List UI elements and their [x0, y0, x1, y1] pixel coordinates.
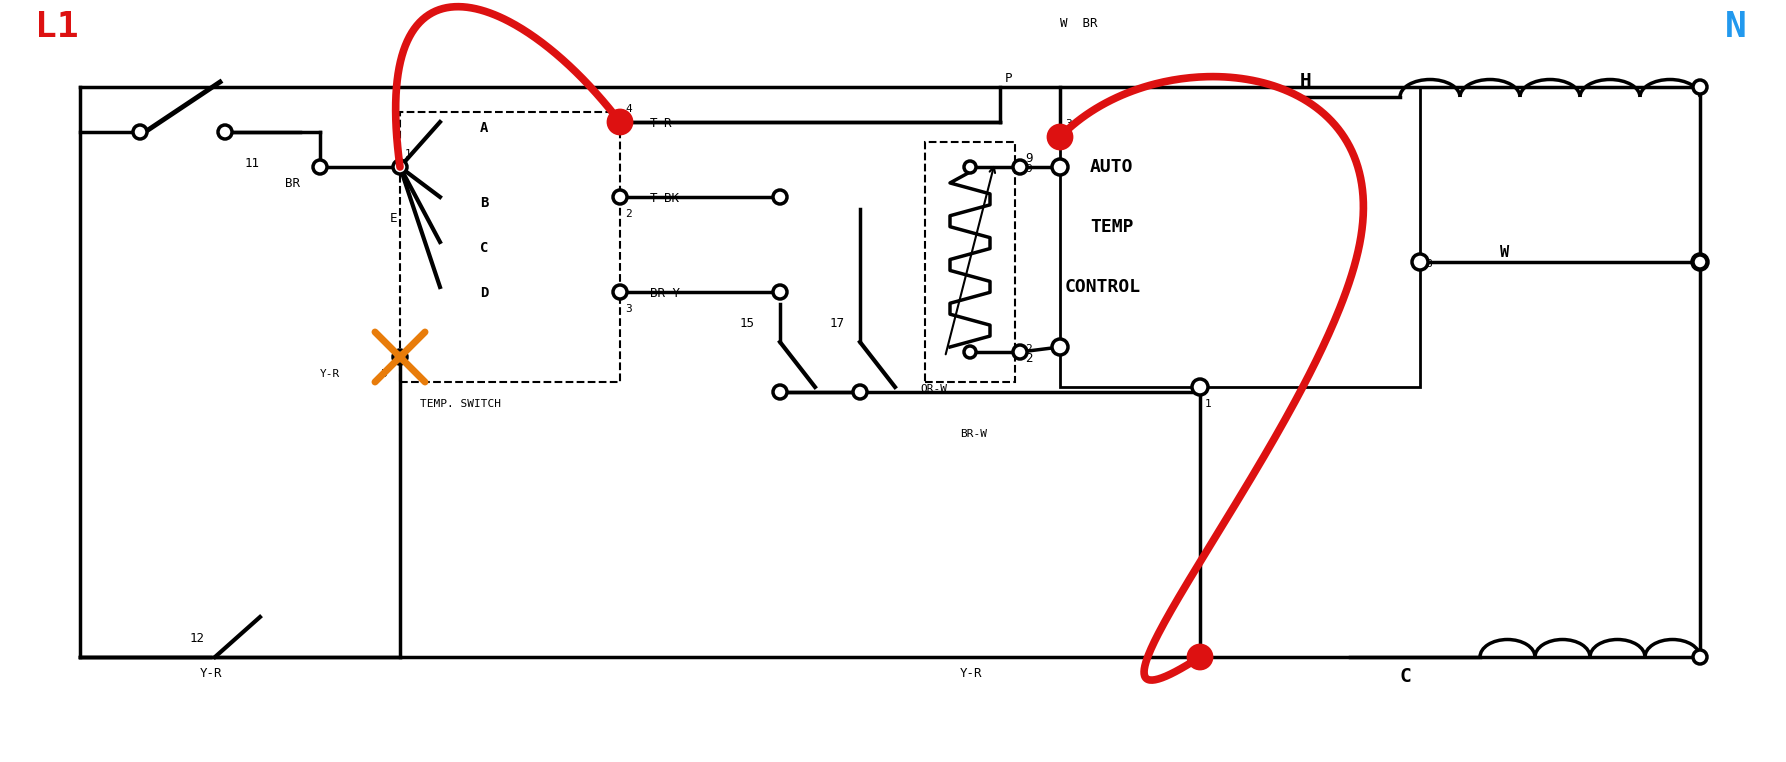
Text: E: E [389, 212, 398, 225]
Circle shape [964, 161, 975, 173]
Circle shape [1052, 129, 1068, 145]
Circle shape [132, 125, 146, 139]
Text: 2: 2 [1025, 344, 1032, 354]
Circle shape [773, 285, 788, 299]
Text: W  BR: W BR [1061, 17, 1098, 30]
Circle shape [964, 346, 975, 358]
Circle shape [313, 160, 327, 174]
Circle shape [1013, 345, 1027, 359]
Text: AUTO: AUTO [1089, 158, 1134, 176]
Text: W: W [1500, 245, 1509, 260]
Text: OR-W: OR-W [920, 384, 947, 394]
Circle shape [607, 110, 632, 134]
Text: T-BK: T-BK [650, 192, 680, 205]
Text: 17: 17 [830, 317, 845, 330]
Text: TEMP: TEMP [1089, 218, 1134, 236]
Text: T-R: T-R [650, 117, 673, 130]
Text: 3: 3 [1064, 119, 1072, 129]
Circle shape [1693, 80, 1707, 94]
Circle shape [1048, 125, 1072, 149]
Text: 5: 5 [380, 369, 388, 379]
Circle shape [1052, 339, 1068, 355]
Text: 15: 15 [739, 317, 755, 330]
Circle shape [393, 160, 407, 174]
Text: D: D [480, 286, 488, 300]
Text: 11: 11 [245, 157, 261, 170]
Text: B: B [480, 196, 488, 210]
Text: CONTROL: CONTROL [1064, 278, 1141, 296]
Circle shape [854, 385, 866, 399]
Circle shape [613, 190, 627, 204]
Text: C: C [480, 241, 488, 255]
Circle shape [1013, 160, 1027, 174]
Text: 1: 1 [1206, 399, 1211, 409]
Text: BR-W: BR-W [961, 429, 988, 439]
Circle shape [773, 385, 788, 399]
Circle shape [1193, 650, 1207, 664]
Text: N: N [1725, 10, 1747, 44]
Text: 3: 3 [625, 304, 632, 314]
Circle shape [1052, 159, 1068, 175]
Text: 4: 4 [625, 104, 632, 114]
Text: 2: 2 [625, 209, 632, 219]
Circle shape [773, 190, 788, 204]
Circle shape [613, 115, 627, 129]
Text: H: H [1300, 72, 1311, 91]
Text: BR: BR [286, 177, 300, 190]
Circle shape [1191, 379, 1207, 395]
Text: Y-R: Y-R [961, 667, 982, 680]
Text: P: P [1006, 72, 1013, 85]
Text: 2: 2 [1025, 352, 1032, 365]
Text: Y-R: Y-R [200, 667, 223, 680]
Text: 9: 9 [1025, 152, 1032, 165]
Text: L1: L1 [36, 10, 79, 44]
Text: 1: 1 [405, 149, 413, 159]
Text: 12: 12 [189, 632, 205, 645]
Text: TEMP. SWITCH: TEMP. SWITCH [420, 399, 502, 409]
Circle shape [1188, 645, 1213, 669]
Circle shape [1691, 254, 1707, 270]
Text: 8: 8 [1425, 259, 1432, 269]
Text: BR-Y: BR-Y [650, 287, 680, 300]
Text: C: C [1400, 667, 1411, 686]
Circle shape [1693, 650, 1707, 664]
Circle shape [1413, 254, 1429, 270]
Text: Y-R: Y-R [320, 369, 341, 379]
Circle shape [393, 350, 407, 364]
Circle shape [1693, 255, 1707, 269]
Circle shape [613, 285, 627, 299]
Text: A: A [480, 121, 488, 135]
Circle shape [218, 125, 232, 139]
Text: 9: 9 [1025, 164, 1032, 174]
